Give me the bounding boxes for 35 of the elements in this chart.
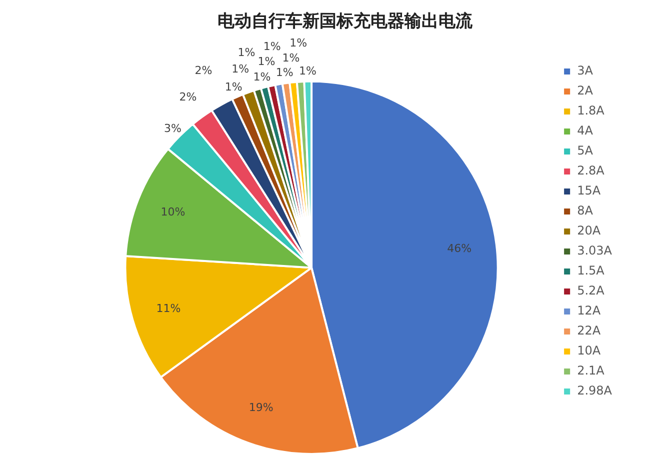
- chart-title: 电动自行车新国标充电器输出电流: [218, 12, 474, 32]
- legend-label: 2.1A: [577, 364, 606, 378]
- data-label: 1%: [258, 55, 276, 68]
- legend-label: 5.2A: [577, 284, 606, 298]
- legend-label: 3.03A: [577, 244, 613, 258]
- legend-label: 10A: [577, 344, 602, 358]
- legend-label: 2.8A: [577, 164, 606, 178]
- legend-label: 2A: [577, 84, 594, 98]
- data-label: 1%: [232, 62, 250, 76]
- data-label: 1%: [276, 66, 294, 80]
- data-label: 1%: [282, 51, 300, 64]
- data-label: 1%: [238, 46, 256, 59]
- data-label: 10%: [160, 206, 186, 219]
- legend-label: 22A: [577, 324, 602, 338]
- legend-label: 2.98A: [577, 384, 613, 398]
- data-label: 2%: [194, 64, 212, 78]
- legend-label: 15A: [577, 184, 602, 198]
- legend-label: 4A: [577, 124, 594, 138]
- data-label: 3%: [164, 122, 182, 135]
- data-label: 1%: [290, 36, 308, 50]
- legend-label: 5A: [577, 144, 594, 158]
- data-label: 1%: [263, 40, 281, 53]
- legend-label: 1.5A: [577, 264, 606, 278]
- data-label: 11%: [156, 302, 181, 316]
- data-label: 19%: [248, 400, 274, 414]
- data-label: 1%: [224, 80, 242, 94]
- legend-label: 1.8A: [577, 104, 606, 118]
- legend-label: 3A: [577, 64, 594, 78]
- data-label: 2%: [179, 90, 197, 104]
- legend-label: 20A: [577, 224, 602, 238]
- data-label: 1%: [253, 70, 271, 84]
- legend-label: 12A: [577, 304, 602, 318]
- data-label: 46%: [447, 242, 472, 255]
- legend-label: 8A: [577, 204, 594, 218]
- data-label: 1%: [298, 64, 316, 78]
